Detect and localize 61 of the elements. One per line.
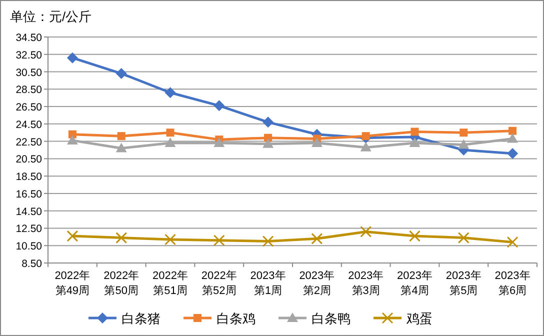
point <box>311 232 323 244</box>
x-tick-label: 2023年第2周 <box>298 269 336 299</box>
point <box>164 234 176 246</box>
y-tick-label: 24.50 <box>16 118 42 131</box>
y-tick-label: 8.50 <box>22 258 42 270</box>
point <box>262 236 274 248</box>
y-tick-label: 20.50 <box>16 154 42 166</box>
chart-title: 单位：元/公斤 <box>10 9 92 24</box>
y-tick-label: 10.50 <box>16 240 42 253</box>
y-tick-label: 14.50 <box>16 206 42 218</box>
point <box>311 138 322 148</box>
x-tick-label: 2022年第49周 <box>54 269 92 299</box>
point <box>262 116 274 128</box>
x-tick-label: 2022年第51周 <box>152 269 189 299</box>
point <box>213 234 225 246</box>
x-tick-label: 2023年第3周 <box>347 269 385 299</box>
legend-label: 白条鸭 <box>312 311 350 326</box>
y-tick-label: 16.50 <box>16 188 42 200</box>
point <box>458 139 470 149</box>
point <box>116 68 127 80</box>
x-tick-label: 2023年第6周 <box>494 269 532 299</box>
point <box>66 134 78 144</box>
y-tick-label: 32.50 <box>16 49 42 62</box>
x-tick-label: 2022年第52周 <box>200 269 238 299</box>
legend-label: 白条猪 <box>122 311 160 326</box>
point <box>262 138 274 148</box>
point <box>66 52 78 64</box>
point <box>117 132 126 140</box>
legend-label: 白条鸡 <box>216 311 256 326</box>
point <box>507 133 518 143</box>
x-tick-label: 2023年第1周 <box>249 269 287 299</box>
x-tick-label: 2022年第50周 <box>102 269 140 299</box>
point <box>410 128 419 136</box>
x-tick-label: 2023年第5周 <box>444 269 482 299</box>
y-tick-label: 12.50 <box>16 223 42 236</box>
y-tick-label: 26.50 <box>16 102 42 114</box>
y-tick-label: 30.50 <box>16 66 42 79</box>
y-tick-label: 22.50 <box>16 136 42 148</box>
point <box>66 230 78 242</box>
point <box>458 232 470 244</box>
point <box>409 230 420 242</box>
point <box>164 87 176 98</box>
point <box>214 100 225 112</box>
y-tick-label: 34.50 <box>16 32 42 44</box>
point <box>360 142 372 152</box>
y-tick-label: 18.50 <box>16 171 42 184</box>
x-tick-label: 2023年第4周 <box>396 269 434 299</box>
point <box>166 128 174 137</box>
y-tick-label: 28.50 <box>16 84 42 96</box>
point <box>214 138 225 148</box>
legend-label: 鸡蛋 <box>406 311 432 326</box>
point <box>508 126 517 135</box>
point <box>116 142 127 152</box>
point <box>164 138 176 148</box>
point <box>409 138 420 148</box>
point <box>507 148 518 159</box>
point <box>362 132 370 140</box>
point <box>460 128 468 137</box>
point <box>116 232 128 244</box>
point <box>360 226 372 238</box>
point <box>506 236 518 248</box>
